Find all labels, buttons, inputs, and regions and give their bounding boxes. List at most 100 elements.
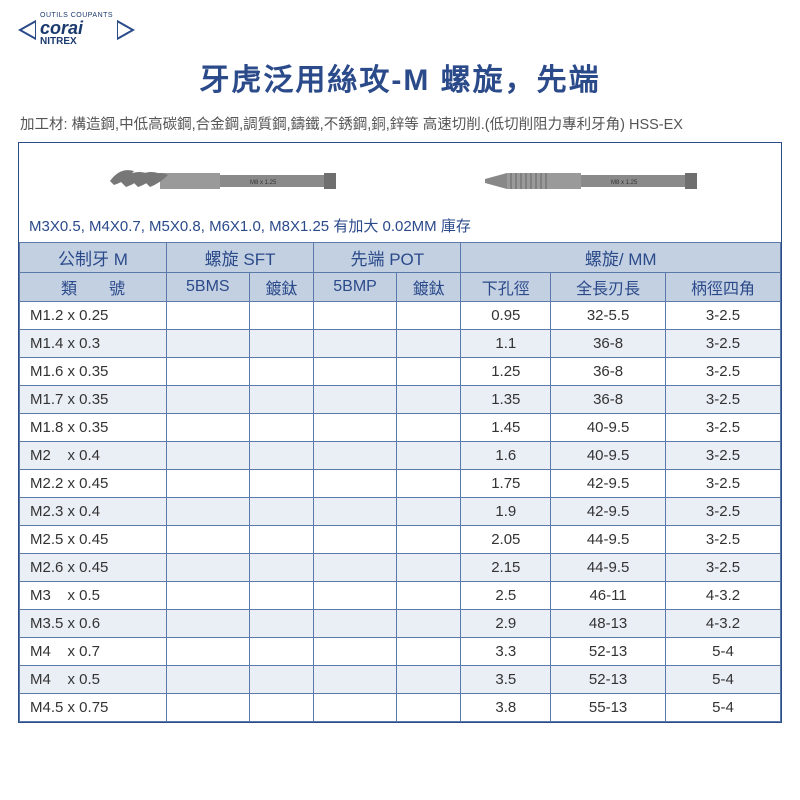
cell-5bms: [166, 302, 249, 330]
cell-len: 40-9.5: [551, 442, 666, 470]
cell-len: 36-8: [551, 330, 666, 358]
hdr-type: 類 號: [20, 273, 167, 302]
cell-hole: 1.1: [461, 330, 551, 358]
cell-ti1: [249, 498, 314, 526]
product-image-row: M8 x 1.25 M8 x 1.25: [19, 143, 781, 211]
cell-size: M1.6 x 0.35: [20, 358, 167, 386]
hdr-metric: 公制牙 M: [20, 243, 167, 273]
cell-len: 42-9.5: [551, 498, 666, 526]
table-row: M1.8 x 0.351.4540-9.53-2.5: [20, 414, 781, 442]
hdr-pot: 先端 POT: [314, 243, 461, 273]
cell-ti2: [396, 358, 461, 386]
table-row: M2.2 x 0.451.7542-9.53-2.5: [20, 470, 781, 498]
table-row: M1.7 x 0.351.3536-83-2.5: [20, 386, 781, 414]
cell-ti2: [396, 694, 461, 722]
cell-ti1: [249, 582, 314, 610]
cell-5bmp: [314, 666, 397, 694]
cell-len: 36-8: [551, 358, 666, 386]
cell-hole: 1.6: [461, 442, 551, 470]
cell-hole: 2.15: [461, 554, 551, 582]
cell-shank: 3-2.5: [666, 358, 781, 386]
cell-5bms: [166, 330, 249, 358]
hdr-5bms: 5BMS: [166, 273, 249, 302]
cell-len: 52-13: [551, 666, 666, 694]
cell-5bms: [166, 414, 249, 442]
cell-ti1: [249, 638, 314, 666]
cell-ti2: [396, 554, 461, 582]
cell-ti1: [249, 302, 314, 330]
cell-5bms: [166, 526, 249, 554]
cell-size: M2 x 0.4: [20, 442, 167, 470]
cell-hole: 3.8: [461, 694, 551, 722]
cell-size: M3.5 x 0.6: [20, 610, 167, 638]
cell-5bmp: [314, 526, 397, 554]
cell-5bmp: [314, 554, 397, 582]
cell-5bms: [166, 638, 249, 666]
cell-ti1: [249, 414, 314, 442]
table-row: M4 x 0.73.352-135-4: [20, 638, 781, 666]
cell-ti2: [396, 526, 461, 554]
cell-len: 44-9.5: [551, 526, 666, 554]
cell-shank: 4-3.2: [666, 582, 781, 610]
cell-size: M4 x 0.5: [20, 666, 167, 694]
cell-len: 36-8: [551, 386, 666, 414]
cell-5bmp: [314, 638, 397, 666]
cell-ti2: [396, 498, 461, 526]
cell-5bmp: [314, 414, 397, 442]
cell-len: 42-9.5: [551, 470, 666, 498]
cell-hole: 1.75: [461, 470, 551, 498]
cell-5bms: [166, 554, 249, 582]
cell-len: 40-9.5: [551, 414, 666, 442]
material-subtitle: 加工材: 構造鋼,中低高碳鋼,合金鋼,調質鋼,鑄鐵,不銹鋼,銅,鋅等 高速切削.…: [18, 113, 782, 134]
cell-shank: 3-2.5: [666, 442, 781, 470]
hdr-len: 全長刃長: [551, 273, 666, 302]
cell-ti1: [249, 694, 314, 722]
cell-hole: 2.05: [461, 526, 551, 554]
cell-len: 52-13: [551, 638, 666, 666]
cell-5bms: [166, 386, 249, 414]
hdr-mm: 螺旋/ MM: [461, 243, 781, 273]
cell-size: M1.8 x 0.35: [20, 414, 167, 442]
cell-ti2: [396, 638, 461, 666]
cell-ti2: [396, 302, 461, 330]
cell-5bms: [166, 442, 249, 470]
cell-hole: 1.25: [461, 358, 551, 386]
hdr-hole: 下孔徑: [461, 273, 551, 302]
cell-hole: 1.35: [461, 386, 551, 414]
cell-hole: 2.5: [461, 582, 551, 610]
triangle-right-icon: [117, 19, 135, 41]
table-row: M1.2 x 0.250.9532-5.53-2.5: [20, 302, 781, 330]
cell-5bmp: [314, 610, 397, 638]
cell-ti1: [249, 666, 314, 694]
cell-size: M3 x 0.5: [20, 582, 167, 610]
table-row: M1.4 x 0.31.136-83-2.5: [20, 330, 781, 358]
table-row: M3 x 0.52.546-114-3.2: [20, 582, 781, 610]
cell-size: M1.2 x 0.25: [20, 302, 167, 330]
table-row: M1.6 x 0.35 1.2536-83-2.5: [20, 358, 781, 386]
hdr-sft: 螺旋 SFT: [166, 243, 313, 273]
cell-ti1: [249, 470, 314, 498]
cell-5bmp: [314, 330, 397, 358]
table-row: M2.5 x 0.452.0544-9.53-2.5: [20, 526, 781, 554]
hdr-5bmp: 5BMP: [314, 273, 397, 302]
table-header: 公制牙 M 螺旋 SFT 先端 POT 螺旋/ MM 類 號 5BMS 鍍鈦 5…: [20, 243, 781, 302]
cell-hole: 2.9: [461, 610, 551, 638]
table-row: M2.3 x 0.41.942-9.53-2.5: [20, 498, 781, 526]
cell-shank: 3-2.5: [666, 498, 781, 526]
cell-hole: 0.95: [461, 302, 551, 330]
cell-ti1: [249, 442, 314, 470]
cell-ti1: [249, 386, 314, 414]
cell-5bms: [166, 498, 249, 526]
cell-size: M2.6 x 0.45: [20, 554, 167, 582]
cell-5bmp: [314, 694, 397, 722]
cell-ti2: [396, 330, 461, 358]
table-row: M4 x 0.53.552-135-4: [20, 666, 781, 694]
cell-ti2: [396, 414, 461, 442]
cell-size: M2.3 x 0.4: [20, 498, 167, 526]
cell-shank: 5-4: [666, 638, 781, 666]
logo-line2: corai: [40, 19, 113, 37]
cell-size: M4.5 x 0.75: [20, 694, 167, 722]
cell-shank: 3-2.5: [666, 470, 781, 498]
cell-shank: 5-4: [666, 694, 781, 722]
cell-len: 44-9.5: [551, 554, 666, 582]
